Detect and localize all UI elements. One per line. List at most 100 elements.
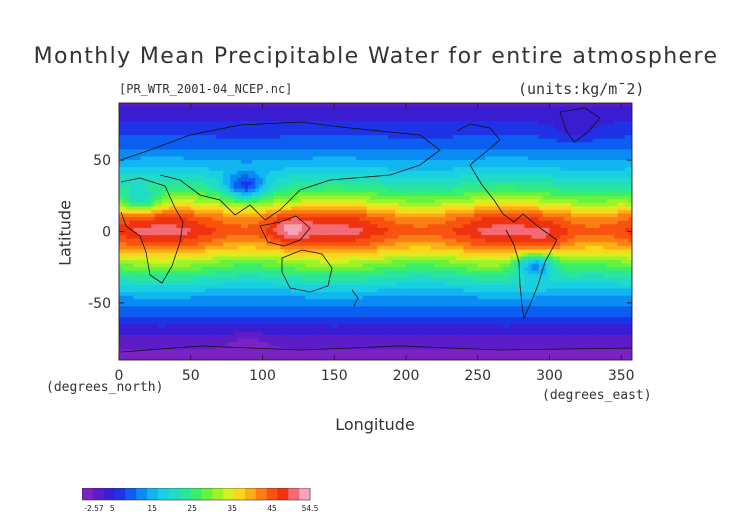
heatmap-cell: [316, 120, 321, 126]
heatmap-cell: [463, 195, 468, 200]
heatmap-cell: [337, 138, 343, 143]
heatmap-cell: [416, 188, 421, 193]
heatmap-cell: [456, 145, 461, 150]
heatmap-cell: [151, 152, 156, 158]
heatmap-cell: [603, 131, 608, 136]
heatmap-cell: [129, 106, 134, 111]
heatmap-cell: [262, 131, 267, 136]
heatmap-cell: [431, 135, 436, 140]
heatmap-cell: [488, 188, 493, 193]
heatmap-cell: [158, 149, 163, 154]
heatmap-cell: [531, 106, 536, 111]
heatmap-cell: [176, 110, 181, 115]
heatmap-cell: [545, 195, 551, 200]
heatmap-cell: [284, 170, 289, 175]
heatmap-cell: [119, 163, 124, 168]
heatmap-cell: [240, 206, 246, 211]
heatmap-cell: [423, 170, 429, 175]
heatmap-cell: [215, 138, 221, 143]
heatmap-cell: [240, 160, 246, 165]
heatmap-cell: [276, 110, 282, 115]
heatmap-cell: [527, 192, 533, 197]
heatmap-cell: [126, 152, 131, 158]
heatmap-cell: [251, 181, 256, 186]
heatmap-cell: [567, 202, 572, 208]
heatmap-cell: [621, 110, 626, 115]
heatmap-cell: [441, 177, 447, 183]
heatmap-cell: [456, 206, 461, 211]
heatmap-cell: [255, 103, 260, 108]
heatmap-cell: [370, 210, 375, 215]
heatmap-cell: [524, 145, 529, 150]
heatmap-cell: [571, 167, 576, 172]
heatmap-cell: [212, 210, 217, 215]
heatmap-cell: [434, 142, 439, 147]
heatmap-cell: [323, 206, 328, 211]
heatmap-cell: [165, 174, 170, 179]
heatmap-cell: [585, 142, 590, 147]
heatmap-cell: [434, 185, 439, 190]
heatmap-cell: [402, 195, 407, 200]
heatmap-cell: [610, 131, 615, 136]
heatmap-cell: [309, 152, 314, 158]
heatmap-cell: [201, 206, 206, 211]
heatmap-cell: [294, 106, 299, 111]
heatmap-cell: [294, 152, 299, 158]
heatmap-cell: [280, 213, 285, 218]
heatmap-cell: [348, 206, 353, 211]
heatmap-cell: [309, 106, 314, 111]
heatmap-cell: [359, 195, 364, 200]
heatmap-cell: [542, 124, 547, 129]
heatmap-cell: [402, 117, 407, 122]
heatmap-cell: [506, 217, 511, 222]
heatmap-cell: [384, 113, 389, 118]
heatmap-cell: [144, 131, 149, 136]
heatmap-cell: [488, 138, 493, 143]
heatmap-cell: [545, 185, 551, 190]
heatmap-cell: [524, 167, 529, 172]
heatmap-cell: [266, 195, 271, 200]
heatmap-cell: [380, 160, 386, 165]
heatmap-cell: [495, 210, 500, 215]
heatmap-cell: [524, 181, 529, 186]
heatmap-cell: [366, 110, 371, 115]
heatmap-cell: [133, 124, 138, 129]
heatmap-cell: [119, 202, 124, 208]
heatmap-cell: [571, 160, 576, 165]
heatmap-cell: [470, 152, 475, 158]
heatmap-cell: [624, 127, 630, 133]
heatmap-cell: [154, 103, 160, 108]
heatmap-cell: [151, 188, 156, 193]
heatmap-cell: [129, 181, 134, 186]
heatmap-cell: [614, 177, 619, 183]
heatmap-cell: [388, 156, 393, 161]
heatmap-cell: [484, 185, 490, 190]
heatmap-cell: [305, 142, 310, 147]
heatmap-cell: [119, 120, 124, 126]
heatmap-cell: [169, 142, 174, 147]
heatmap-cell: [330, 224, 335, 229]
heatmap-cell: [560, 181, 565, 186]
heatmap-cell: [226, 210, 231, 215]
heatmap-cell: [327, 220, 332, 225]
heatmap-cell: [276, 224, 282, 229]
heatmap-cell: [319, 127, 325, 133]
heatmap-cell: [237, 192, 242, 197]
heatmap-cell: [179, 206, 185, 211]
heatmap-cell: [524, 160, 529, 165]
heatmap-cell: [187, 124, 192, 129]
heatmap-cell: [624, 117, 630, 122]
heatmap-cell: [305, 174, 310, 179]
heatmap-cell: [380, 206, 386, 211]
heatmap-cell: [194, 188, 199, 193]
heatmap-cell: [215, 113, 221, 118]
heatmap-cell: [560, 210, 565, 215]
heatmap-cell: [337, 210, 343, 215]
heatmap-cell: [355, 113, 360, 118]
heatmap-cell: [208, 210, 213, 215]
heatmap-cell: [359, 206, 364, 211]
heatmap-cell: [445, 220, 450, 225]
heatmap-cell: [413, 195, 418, 200]
heatmap-cell: [165, 127, 170, 133]
heatmap-cell: [477, 152, 482, 158]
